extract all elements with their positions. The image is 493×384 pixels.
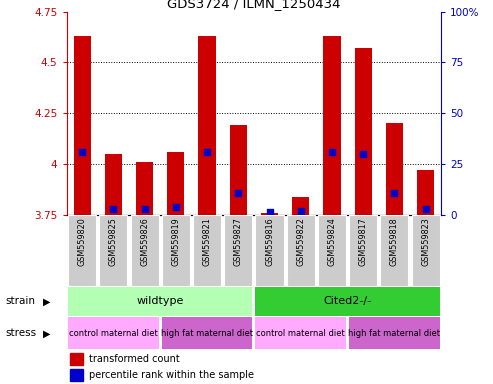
Text: control maternal diet: control maternal diet [256, 329, 345, 338]
Bar [131, 215, 159, 286]
Bar [417, 170, 434, 215]
Bar [68, 215, 96, 286]
Point [422, 206, 429, 212]
Point [109, 206, 117, 212]
Bar [354, 48, 372, 215]
Point [172, 204, 180, 210]
Bar [287, 215, 315, 286]
Point [266, 209, 274, 215]
Point [328, 149, 336, 155]
Text: ▶: ▶ [43, 328, 51, 338]
Bar [255, 287, 440, 316]
Bar [323, 36, 341, 215]
Text: GSM559823: GSM559823 [421, 217, 430, 266]
Bar [68, 318, 159, 349]
Point [234, 190, 242, 196]
Text: GSM559827: GSM559827 [234, 217, 243, 266]
Bar [70, 369, 83, 381]
Bar [162, 215, 190, 286]
Point [141, 206, 148, 212]
Title: GDS3724 / ILMN_1250434: GDS3724 / ILMN_1250434 [167, 0, 341, 10]
Text: GSM559821: GSM559821 [203, 217, 211, 266]
Point [297, 208, 305, 214]
Bar [136, 162, 153, 215]
Bar [167, 152, 184, 215]
Text: wildtype: wildtype [137, 296, 184, 306]
Text: high fat maternal diet: high fat maternal diet [161, 329, 253, 338]
Bar [70, 353, 83, 365]
Bar [386, 123, 403, 215]
Text: GSM559816: GSM559816 [265, 217, 274, 266]
Bar [224, 215, 252, 286]
Text: transformed count: transformed count [89, 354, 180, 364]
Bar [68, 287, 252, 316]
Text: GSM559822: GSM559822 [296, 217, 305, 266]
Bar [412, 215, 440, 286]
Text: percentile rank within the sample: percentile rank within the sample [89, 370, 254, 381]
Text: GSM559825: GSM559825 [109, 217, 118, 266]
Bar [255, 215, 283, 286]
Text: control maternal diet: control maternal diet [69, 329, 158, 338]
Bar [381, 215, 408, 286]
Text: ▶: ▶ [43, 296, 51, 306]
Text: GSM559820: GSM559820 [78, 217, 87, 266]
Text: GSM559817: GSM559817 [359, 217, 368, 266]
Bar [73, 36, 91, 215]
Text: GSM559818: GSM559818 [390, 217, 399, 266]
Text: GSM559819: GSM559819 [172, 217, 180, 266]
Text: GSM559824: GSM559824 [327, 217, 336, 266]
Bar [230, 126, 247, 215]
Bar [292, 197, 309, 215]
Point [390, 190, 398, 196]
Text: stress: stress [5, 328, 36, 338]
Bar [100, 215, 127, 286]
Bar [318, 215, 346, 286]
Text: GSM559826: GSM559826 [140, 217, 149, 266]
Point [359, 151, 367, 157]
Bar [193, 215, 221, 286]
Text: strain: strain [5, 296, 35, 306]
Point [78, 149, 86, 155]
Bar [105, 154, 122, 215]
Text: high fat maternal diet: high fat maternal diet [349, 329, 440, 338]
Text: Cited2-/-: Cited2-/- [323, 296, 372, 306]
Point [203, 149, 211, 155]
Bar [255, 318, 346, 349]
Bar [162, 318, 252, 349]
Bar [349, 318, 440, 349]
Bar [261, 213, 278, 215]
Bar [199, 36, 215, 215]
Bar [349, 215, 377, 286]
